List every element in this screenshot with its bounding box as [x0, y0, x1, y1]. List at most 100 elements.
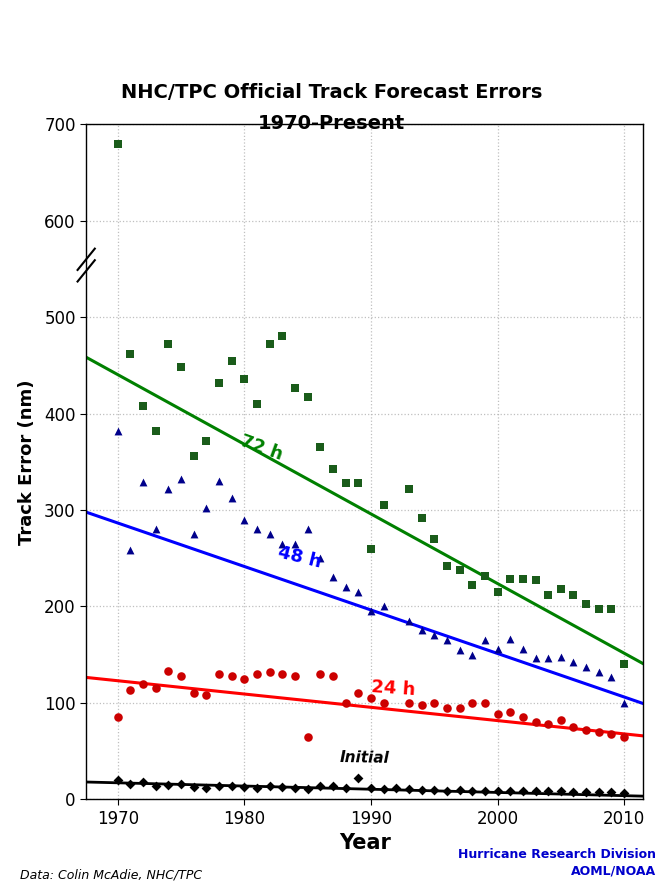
Point — [429, 782, 440, 797]
Point — [176, 669, 186, 683]
Point — [505, 705, 516, 719]
Point — [619, 695, 629, 710]
Point — [518, 710, 528, 725]
Point — [492, 707, 503, 721]
Text: NHC/TPC Official Track Forecast Errors: NHC/TPC Official Track Forecast Errors — [121, 83, 542, 102]
Point — [581, 723, 591, 737]
Point — [188, 780, 199, 794]
Point — [340, 580, 351, 594]
Point — [416, 623, 427, 638]
Point — [366, 691, 377, 705]
Point — [619, 657, 629, 671]
Text: AOML/NOAA: AOML/NOAA — [572, 864, 656, 877]
Point — [227, 353, 237, 368]
Point — [125, 543, 136, 558]
Point — [556, 649, 566, 663]
Point — [277, 667, 288, 681]
Point — [176, 361, 186, 375]
Point — [530, 715, 541, 729]
Point — [505, 572, 516, 586]
Point — [113, 137, 123, 151]
X-axis label: Year: Year — [339, 833, 391, 853]
Point — [239, 780, 250, 794]
Point — [518, 642, 528, 656]
Point — [353, 476, 363, 490]
Point — [429, 532, 440, 546]
Text: Data: Colin McAdie, NHC/TPC: Data: Colin McAdie, NHC/TPC — [20, 868, 202, 882]
Point — [593, 725, 604, 739]
Point — [163, 337, 174, 352]
Point — [227, 491, 237, 505]
Point — [252, 522, 263, 536]
Point — [290, 536, 300, 551]
Point — [606, 785, 617, 799]
Point — [467, 783, 477, 797]
Point — [328, 779, 338, 793]
Point — [454, 643, 465, 657]
Point — [125, 777, 136, 791]
Point — [416, 782, 427, 797]
Point — [366, 604, 377, 618]
Point — [138, 677, 149, 691]
Point — [239, 671, 250, 686]
Point — [543, 717, 554, 731]
Point — [492, 783, 503, 797]
Point — [201, 433, 211, 448]
Point — [429, 695, 440, 710]
Point — [265, 665, 275, 679]
Point — [265, 779, 275, 793]
Point — [442, 783, 452, 797]
Text: 1970-Present: 1970-Present — [258, 114, 405, 132]
Point — [379, 695, 389, 710]
Text: 48 h: 48 h — [276, 543, 324, 572]
Point — [593, 602, 604, 616]
Point — [416, 698, 427, 712]
Point — [581, 785, 591, 799]
Point — [151, 779, 161, 793]
Point — [315, 779, 326, 793]
Point — [404, 614, 414, 628]
Point — [479, 695, 490, 710]
Point — [138, 475, 149, 489]
Point — [442, 633, 452, 647]
Point — [505, 632, 516, 646]
Point — [163, 778, 174, 792]
Point — [543, 588, 554, 602]
Point — [619, 729, 629, 743]
Point — [302, 729, 313, 743]
Point — [379, 599, 389, 614]
Point — [429, 628, 440, 642]
Point — [606, 602, 617, 616]
Point — [379, 781, 389, 796]
Point — [252, 397, 263, 411]
Point — [467, 647, 477, 662]
Point — [416, 511, 427, 525]
Point — [201, 688, 211, 702]
Point — [239, 372, 250, 386]
Point — [543, 784, 554, 798]
Point — [606, 726, 617, 741]
Point — [467, 695, 477, 710]
Point — [467, 578, 477, 592]
Point — [315, 551, 326, 566]
Point — [353, 585, 363, 599]
Point — [379, 498, 389, 512]
Point — [328, 570, 338, 584]
Point — [201, 781, 211, 795]
Point — [252, 781, 263, 795]
Point — [163, 481, 174, 496]
Text: 24 h: 24 h — [371, 678, 416, 699]
Point — [302, 390, 313, 404]
Point — [188, 448, 199, 463]
Point — [290, 669, 300, 683]
Point — [454, 563, 465, 577]
Point — [530, 651, 541, 665]
Point — [492, 585, 503, 599]
Point — [176, 777, 186, 791]
Point — [353, 771, 363, 785]
Point — [213, 779, 224, 793]
Point — [568, 785, 579, 799]
Point — [404, 481, 414, 496]
Point — [518, 572, 528, 586]
Point — [543, 651, 554, 665]
